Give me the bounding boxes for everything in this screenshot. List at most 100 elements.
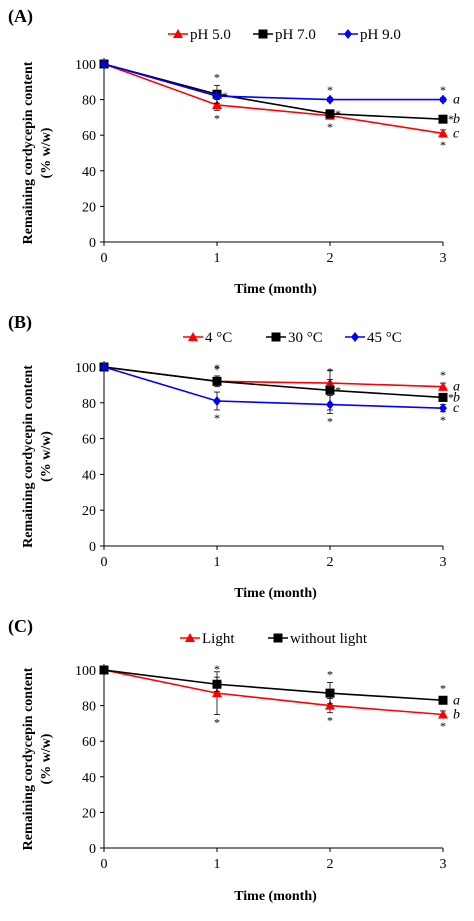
legend-label: pH 5.0 [190,27,231,43]
x-axis-title: Time (month) [234,889,317,904]
series-line [103,63,443,101]
x-tick-label: 2 [327,555,334,570]
data-point [326,94,334,105]
significance-star: * [222,89,228,103]
y-axis-title-line2: (% w/w) [39,733,54,784]
x-axis-title: Time (month) [234,282,317,297]
series-line [103,366,444,388]
legend-marker [185,633,195,642]
x-tick-label: 1 [214,857,221,872]
x-tick-label: 1 [214,555,221,570]
data-point [213,396,221,407]
x-tick-label: 0 [101,555,108,570]
significance-star: * [214,411,220,425]
series-line [103,366,444,409]
significance-letter: c [453,126,460,141]
series-line [103,63,444,135]
y-axis-title-line2: (% w/w) [39,127,54,178]
series-2: * * * c [100,362,460,429]
y-tick-label: 0 [89,842,96,857]
legend-label: 4 °C [205,330,232,346]
y-tick-label: 0 [89,540,96,555]
y-axis-title-line1: Remaining cordycepin content [21,365,36,548]
legend-item: pH 7.0 [253,27,316,43]
significance-letter: b [453,708,460,723]
significance-star: * [440,719,446,733]
data-point [99,665,109,675]
significance-letter: a [453,693,460,708]
legend-item: 45 °C [345,330,402,346]
y-tick-label: 20 [82,200,96,215]
data-point [438,381,448,391]
x-tick-label: 2 [327,857,334,872]
significance-star: * [214,361,220,375]
legend-label: pH 7.0 [275,27,316,43]
legend-marker [273,633,283,643]
significance-star: * [448,112,454,126]
significance-star: * [440,368,446,382]
significance-star: * [214,662,220,676]
legend-marker [173,29,183,38]
significance-star: * [440,138,446,152]
data-point [213,91,221,102]
legend-item: without light [268,631,368,647]
significance-star: * [214,363,220,377]
x-tick-label: 3 [440,555,447,570]
significance-letter: b [453,390,460,405]
chart-panel-1: (B) 0 20 40 60 80 100 0 1 2 3 Time (month) Remaining… [8,312,460,601]
significance-star: * [327,120,333,134]
y-tick-label: 80 [82,700,96,715]
significance-star: * [440,413,446,427]
significance-letter: c [453,401,460,416]
data-point [438,114,448,124]
significance-star: * [214,111,220,125]
significance-star: * [327,83,333,97]
legend-label: 45 °C [367,330,402,346]
data-point [325,385,335,395]
significance-star: * [327,415,333,429]
series-line [103,669,444,702]
legend-marker [271,332,281,342]
significance-star: * [214,716,220,730]
y-tick-label: 60 [82,129,96,144]
data-point [212,688,222,698]
data-point [212,376,222,386]
chart-panel-0: (A) 0 20 40 60 80 100 0 1 2 3 Time (month) Remaining… [8,6,460,297]
legend-marker [258,29,268,39]
data-point [212,99,222,109]
series-line [103,63,444,120]
data-point [438,709,448,719]
significance-letter: b [453,112,460,127]
x-tick-label: 2 [327,251,334,266]
significance-star: * [214,70,220,84]
data-point [438,128,448,138]
y-tick-label: 80 [82,397,96,412]
y-tick-label: 60 [82,433,96,448]
legend-marker [351,332,359,342]
series-0: * * * a [99,362,460,395]
y-tick-label: 100 [75,361,96,376]
legend-item: Light [180,631,235,647]
y-axis-title-line1: Remaining cordycepin content [21,61,36,244]
data-point [325,700,335,710]
data-point [326,399,334,410]
chart-panel-2: (C) 0 20 40 60 80 100 0 1 2 3 Time (month) Remaining… [8,616,460,904]
y-tick-label: 100 [75,664,96,679]
legend-item: pH 5.0 [168,27,231,43]
y-axis-title-line1: Remaining cordycepin content [21,667,36,850]
x-tick-label: 0 [101,251,108,266]
legend-item: 4 °C [183,330,232,346]
data-point [325,109,335,119]
y-tick-label: 40 [82,165,96,180]
data-point [438,392,448,402]
data-point [439,403,447,414]
series-2: * * *a [100,59,460,108]
significance-star: * [440,83,446,97]
legend-item: 30 °C [266,330,323,346]
data-point [438,695,448,705]
panel-label: (B) [8,312,32,333]
legend-label: without light [290,631,368,647]
x-tick-label: 3 [440,857,447,872]
